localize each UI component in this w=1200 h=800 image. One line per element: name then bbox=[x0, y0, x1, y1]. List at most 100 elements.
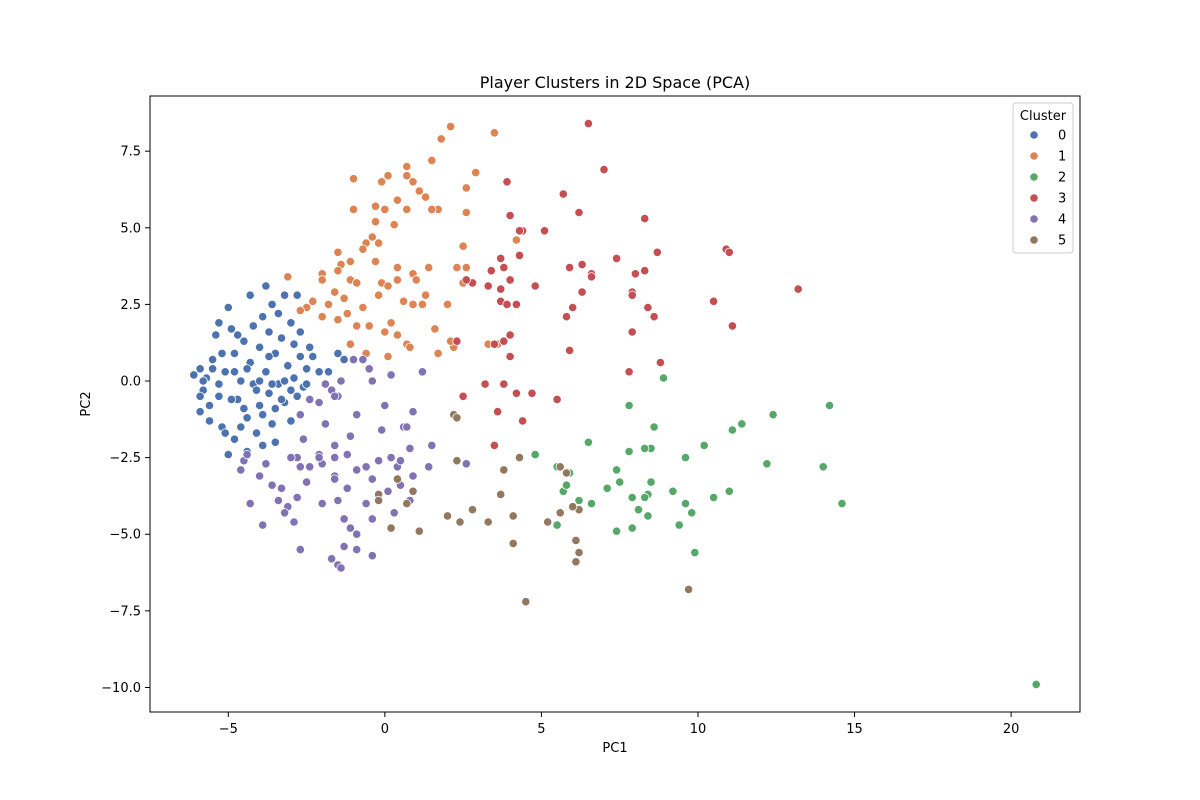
point-cluster-4 bbox=[424, 462, 434, 472]
point-cluster-0 bbox=[295, 327, 305, 337]
point-cluster-0 bbox=[279, 376, 290, 386]
point-cluster-0 bbox=[267, 379, 277, 389]
point-cluster-2 bbox=[649, 422, 659, 432]
point-cluster-2 bbox=[680, 498, 691, 509]
point-cluster-5 bbox=[402, 498, 412, 509]
point-cluster-4 bbox=[295, 462, 305, 472]
point-cluster-1 bbox=[408, 299, 418, 309]
point-cluster-0 bbox=[258, 440, 268, 450]
point-cluster-1 bbox=[345, 339, 355, 349]
y-tick-label: −10.0 bbox=[101, 681, 141, 696]
point-cluster-0 bbox=[195, 364, 205, 374]
point-cluster-0 bbox=[223, 449, 233, 460]
y-axis-label: PC2 bbox=[79, 391, 94, 416]
point-cluster-4 bbox=[367, 551, 377, 561]
point-cluster-4 bbox=[367, 376, 377, 386]
point-cluster-2 bbox=[737, 419, 747, 429]
y-tick-label: 0.0 bbox=[120, 375, 141, 390]
point-cluster-4 bbox=[389, 508, 399, 518]
point-cluster-4 bbox=[314, 397, 324, 408]
point-cluster-0 bbox=[236, 376, 246, 386]
point-cluster-0 bbox=[286, 416, 296, 426]
point-cluster-3 bbox=[599, 165, 609, 175]
point-cluster-0 bbox=[258, 312, 268, 322]
point-cluster-4 bbox=[461, 459, 471, 469]
point-cluster-4 bbox=[258, 520, 268, 530]
point-cluster-4 bbox=[305, 394, 315, 404]
point-cluster-1 bbox=[364, 321, 374, 331]
point-cluster-2 bbox=[646, 477, 656, 487]
point-cluster-4 bbox=[289, 517, 299, 527]
point-cluster-1 bbox=[370, 201, 381, 211]
point-cluster-0 bbox=[226, 324, 236, 334]
point-cluster-3 bbox=[505, 275, 515, 285]
point-cluster-1 bbox=[402, 204, 412, 214]
point-cluster-5 bbox=[386, 523, 396, 533]
point-cluster-5 bbox=[442, 511, 453, 521]
point-cluster-4 bbox=[317, 498, 327, 509]
point-cluster-3 bbox=[640, 266, 650, 276]
point-cluster-3 bbox=[577, 287, 587, 297]
point-cluster-4 bbox=[320, 379, 330, 389]
point-cluster-3 bbox=[505, 351, 515, 362]
x-axis-label: PC1 bbox=[602, 741, 627, 756]
point-cluster-1 bbox=[380, 327, 390, 337]
x-tick-label: 15 bbox=[846, 722, 863, 737]
point-cluster-4 bbox=[295, 544, 305, 555]
point-cluster-3 bbox=[624, 367, 634, 377]
point-cluster-1 bbox=[373, 290, 384, 300]
point-cluster-1 bbox=[392, 262, 402, 273]
point-cluster-2 bbox=[627, 523, 637, 533]
x-axis-ticks: −5 0 5 10 15 20 bbox=[219, 712, 1019, 737]
point-cluster-4 bbox=[320, 419, 330, 429]
point-cluster-3 bbox=[708, 296, 719, 306]
point-cluster-4 bbox=[352, 410, 362, 420]
point-cluster-0 bbox=[236, 422, 246, 432]
point-cluster-3 bbox=[502, 299, 512, 309]
point-cluster-3 bbox=[530, 281, 540, 291]
point-cluster-0 bbox=[239, 403, 249, 414]
point-cluster-2 bbox=[658, 373, 669, 383]
point-cluster-4 bbox=[358, 354, 368, 365]
point-cluster-3 bbox=[489, 440, 499, 450]
point-cluster-0 bbox=[261, 281, 271, 291]
point-cluster-1 bbox=[308, 296, 318, 306]
point-cluster-3 bbox=[643, 302, 653, 313]
point-cluster-2 bbox=[640, 443, 650, 453]
point-cluster-0 bbox=[289, 339, 299, 349]
point-cluster-1 bbox=[398, 296, 409, 306]
point-cluster-0 bbox=[214, 379, 224, 389]
point-cluster-4 bbox=[333, 495, 343, 506]
point-cluster-1 bbox=[323, 299, 334, 309]
point-cluster-0 bbox=[251, 385, 262, 395]
point-cluster-2 bbox=[762, 459, 772, 469]
point-cluster-0 bbox=[270, 403, 280, 414]
point-cluster-0 bbox=[276, 394, 287, 404]
point-cluster-4 bbox=[383, 486, 393, 496]
point-cluster-4 bbox=[286, 452, 296, 463]
point-cluster-4 bbox=[342, 449, 352, 460]
y-tick-label: −7.5 bbox=[109, 604, 141, 619]
point-cluster-1 bbox=[411, 275, 421, 285]
point-cluster-5 bbox=[555, 462, 565, 472]
x-tick-label: 10 bbox=[690, 722, 707, 737]
point-cluster-0 bbox=[308, 351, 318, 362]
point-cluster-1 bbox=[402, 171, 412, 181]
point-cluster-3 bbox=[499, 379, 509, 389]
point-cluster-2 bbox=[674, 520, 684, 530]
point-cluster-1 bbox=[392, 275, 402, 285]
point-cluster-4 bbox=[298, 434, 308, 444]
point-cluster-1 bbox=[417, 299, 427, 309]
legend-label-cluster-2: 2 bbox=[1058, 171, 1066, 186]
point-cluster-1 bbox=[458, 241, 468, 251]
point-cluster-3 bbox=[727, 321, 738, 331]
point-cluster-0 bbox=[264, 388, 274, 398]
point-cluster-3 bbox=[627, 290, 637, 300]
point-cluster-0 bbox=[323, 367, 334, 377]
point-cluster-0 bbox=[279, 290, 290, 300]
point-cluster-0 bbox=[267, 419, 277, 429]
legend-label-cluster-1: 1 bbox=[1058, 150, 1066, 165]
point-cluster-3 bbox=[499, 336, 509, 346]
point-cluster-4 bbox=[301, 477, 312, 487]
point-cluster-3 bbox=[505, 210, 515, 221]
